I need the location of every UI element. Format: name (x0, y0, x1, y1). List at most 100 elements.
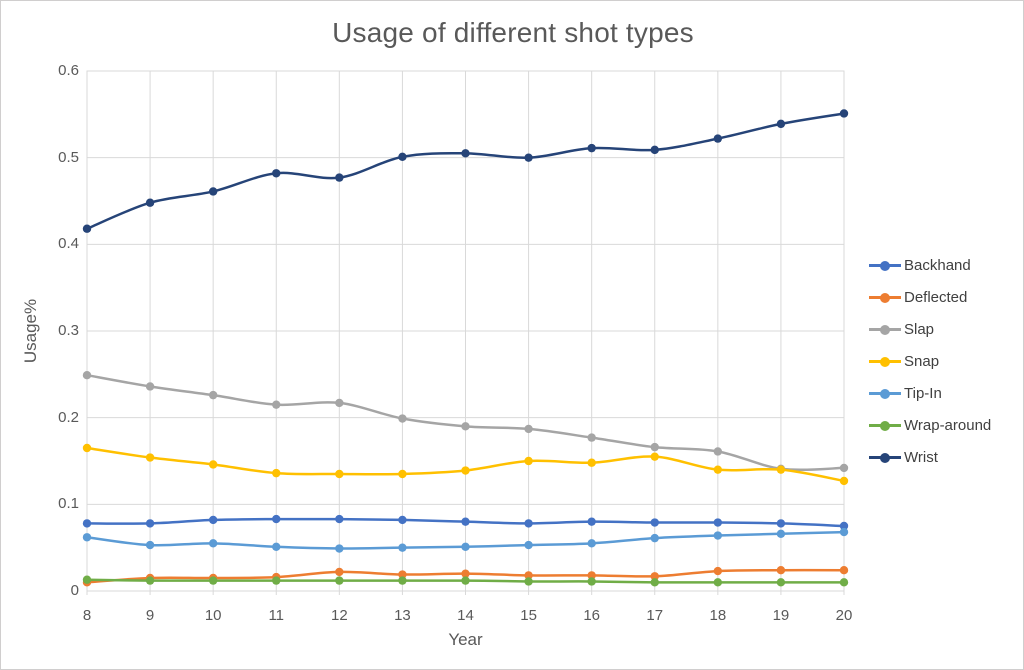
x-tick-label: 14 (457, 607, 474, 624)
data-point-wrist (839, 109, 849, 118)
data-point-slap (461, 422, 470, 431)
x-tick-label: 8 (82, 607, 92, 624)
y-tick-label: 0.4 (58, 235, 79, 253)
data-point-tip-in (145, 540, 155, 550)
data-point-wrap-around (776, 578, 786, 587)
legend-item-backhand: Backhand (869, 255, 991, 276)
legend-label: Deflected (904, 289, 968, 306)
data-point-wrist (82, 224, 92, 233)
data-point-deflected (461, 569, 470, 578)
data-point-slap (650, 442, 659, 452)
legend-line-dot-icon (869, 356, 901, 367)
data-point-backhand (272, 514, 281, 524)
legend-label: Wrist (904, 449, 938, 466)
data-point-wrap-around (461, 576, 470, 585)
x-tick-label: 20 (835, 607, 853, 624)
data-point-wrap-around (145, 576, 155, 585)
data-point-wrist (461, 149, 470, 158)
data-point-snap (272, 468, 281, 478)
plot-border (86, 70, 845, 592)
data-point-tip-in (335, 544, 344, 553)
data-point-snap (713, 465, 723, 474)
data-point-snap (335, 469, 344, 479)
data-point-wrap-around (82, 575, 92, 584)
y-axis-title: Usage% (21, 298, 40, 364)
data-point-snap (587, 458, 596, 467)
legend-label: Slap (904, 321, 935, 338)
legend-line-dot-icon (869, 324, 901, 335)
data-point-tip-in (713, 531, 723, 540)
data-point-slap (587, 433, 596, 442)
data-point-backhand (776, 519, 786, 528)
data-point-wrist (587, 143, 596, 153)
data-point-wrist (713, 134, 723, 143)
data-point-backhand (82, 519, 92, 528)
y-tick-label: 0.6 (58, 62, 79, 79)
x-axis-title: Year (448, 630, 483, 649)
data-point-backhand (145, 519, 155, 528)
data-point-slap (272, 400, 281, 409)
data-point-tip-in (524, 540, 533, 550)
data-point-backhand (335, 514, 344, 524)
data-point-wrap-around (587, 577, 596, 586)
data-point-deflected (713, 566, 723, 576)
data-point-tip-in (461, 542, 470, 551)
data-point-wrap-around (524, 577, 533, 586)
data-point-wrap-around (398, 576, 407, 585)
data-point-deflected (839, 566, 849, 575)
data-point-slap (713, 447, 723, 456)
data-point-deflected (587, 571, 596, 580)
data-point-slap (398, 414, 407, 423)
data-point-snap (208, 460, 218, 469)
data-point-snap (398, 469, 407, 479)
x-tick-label: 15 (520, 607, 537, 624)
data-point-backhand (587, 517, 596, 526)
data-point-wrap-around (713, 578, 723, 587)
data-point-tip-in (272, 542, 281, 551)
x-tick-label: 17 (646, 607, 664, 624)
x-tick-label: 11 (268, 607, 285, 624)
legend-item-slap: Slap (869, 319, 991, 340)
data-point-wrap-around (650, 578, 659, 587)
legend-line-dot-icon (869, 260, 901, 271)
data-point-slap (145, 382, 155, 391)
data-point-snap (524, 456, 533, 466)
data-point-deflected (398, 570, 407, 579)
data-point-snap (776, 465, 786, 474)
data-point-wrist (650, 145, 659, 155)
legend-label: Snap (904, 353, 940, 370)
data-point-wrap-around (272, 576, 281, 585)
data-point-slap (839, 463, 849, 473)
data-point-wrist (145, 198, 155, 207)
data-point-wrap-around (335, 576, 344, 585)
data-point-snap (839, 476, 849, 486)
legend-line-dot-icon (869, 388, 901, 399)
data-point-deflected (335, 567, 344, 577)
x-tick-label: 13 (394, 607, 411, 624)
x-tick-label: 9 (145, 607, 155, 624)
data-point-slap (524, 424, 533, 434)
chart-title: Usage of different shot types (332, 17, 694, 48)
data-point-tip-in (208, 539, 218, 548)
legend-item-wrap-around: Wrap-around (869, 415, 991, 436)
y-tick-label: 0.2 (58, 408, 79, 426)
data-point-deflected (524, 571, 533, 580)
data-point-backhand (650, 518, 659, 527)
data-point-wrist (272, 169, 281, 178)
legend-item-snap: Snap (869, 351, 991, 372)
y-tick-label: 0 (70, 582, 79, 599)
data-point-backhand (461, 517, 470, 526)
data-point-backhand (839, 521, 849, 531)
x-tick-label: 10 (204, 607, 222, 624)
x-tick-label: 19 (772, 607, 790, 624)
legend-line-dot-icon (869, 452, 901, 463)
data-point-tip-in (82, 533, 92, 542)
legend-line-dot-icon (869, 292, 901, 303)
data-point-snap (82, 443, 92, 453)
data-point-slap (335, 398, 344, 408)
data-point-tip-in (839, 527, 849, 537)
y-tick-label: 0.5 (58, 148, 79, 166)
data-point-backhand (398, 515, 407, 525)
